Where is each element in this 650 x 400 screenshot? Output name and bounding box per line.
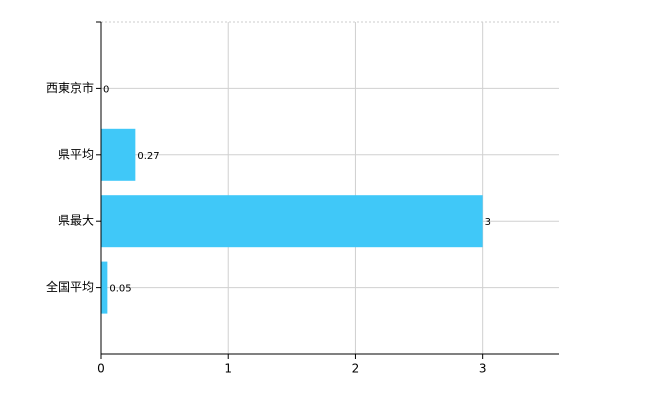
y-tick-label: 全国平均 — [46, 279, 94, 294]
y-tick-label: 県平均 — [58, 147, 94, 161]
y-tick-label: 県最大 — [58, 214, 94, 228]
bar — [101, 195, 483, 248]
value-label: 0.27 — [137, 151, 159, 162]
x-tick-label: 2 — [352, 362, 360, 376]
value-label: 0.05 — [109, 284, 131, 295]
x-tick-label: 0 — [97, 362, 105, 376]
x-tick-label: 3 — [479, 362, 487, 376]
y-tick-label: 西東京市 — [46, 80, 94, 95]
bar — [101, 261, 108, 314]
bar — [101, 128, 136, 181]
value-label: 0 — [103, 84, 109, 95]
value-label: 3 — [485, 217, 491, 228]
x-tick-label: 1 — [224, 362, 232, 376]
